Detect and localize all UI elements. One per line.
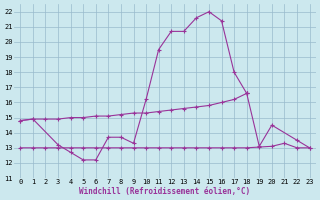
X-axis label: Windchill (Refroidissement éolien,°C): Windchill (Refroidissement éolien,°C)	[79, 187, 251, 196]
